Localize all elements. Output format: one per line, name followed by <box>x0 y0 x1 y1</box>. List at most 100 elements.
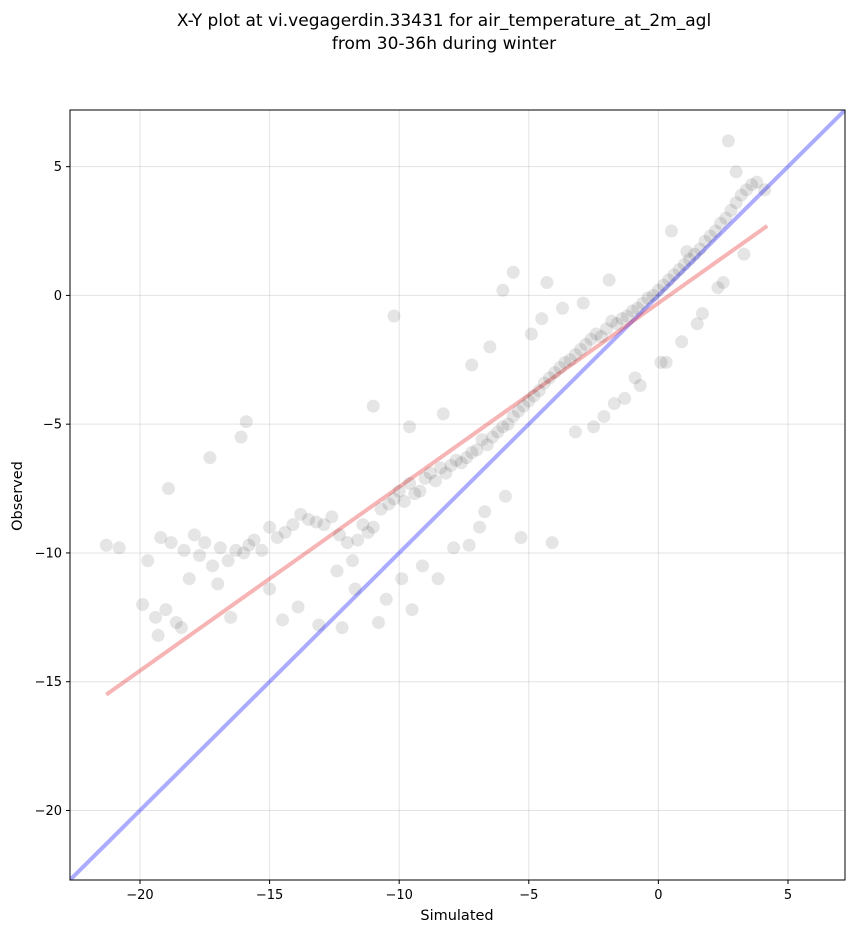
scatter-point <box>356 518 370 532</box>
scatter-point <box>607 397 621 411</box>
scatter-point <box>340 536 354 550</box>
scatter-point <box>483 340 497 354</box>
scatter-point <box>263 520 277 534</box>
scatter-point <box>213 541 227 555</box>
identity-line <box>70 110 845 880</box>
scatter-point <box>506 265 520 279</box>
y-tick-label: −15 <box>35 675 62 690</box>
scatter-point <box>543 371 557 385</box>
scatter-points <box>99 134 772 642</box>
scatter-point <box>286 518 300 532</box>
scatter-point <box>737 247 751 261</box>
scatter-point <box>641 291 655 305</box>
scatter-point <box>309 515 323 529</box>
scatter-point <box>382 497 396 511</box>
scatter-point <box>602 273 616 287</box>
scatter-point <box>203 451 217 465</box>
scatter-point <box>473 520 487 534</box>
scatter-point <box>221 554 235 568</box>
scatter-point <box>403 420 417 434</box>
scatter-point <box>224 610 238 624</box>
scatter-point <box>719 211 733 225</box>
reference-lines <box>70 110 845 880</box>
scatter-point <box>136 597 150 611</box>
scatter-point <box>278 525 292 539</box>
scatter-point <box>568 348 582 362</box>
scatter-point <box>312 618 326 632</box>
scatter-point <box>193 549 207 563</box>
chart-subtitle: from 30-36h during winter <box>332 34 556 54</box>
scatter-point <box>631 301 645 315</box>
scatter-point <box>169 615 183 629</box>
scatter-point <box>206 559 220 573</box>
scatter-point <box>164 536 178 550</box>
scatter-point <box>672 263 686 277</box>
scatter-point <box>524 327 538 341</box>
scatter-point <box>584 332 598 346</box>
scatter-point <box>177 543 191 557</box>
scatter-point <box>395 572 409 586</box>
scatter-point <box>366 520 380 534</box>
scatter-point <box>291 600 305 614</box>
x-tick-label: 0 <box>654 888 662 903</box>
scatter-point <box>716 276 730 290</box>
scatter-point <box>366 399 380 413</box>
scatter-point <box>294 507 308 521</box>
scatter-point <box>568 425 582 439</box>
scatter-point <box>535 312 549 326</box>
scatter-point <box>239 415 253 429</box>
scatter-point <box>636 296 650 310</box>
scatter-point <box>677 258 691 272</box>
scatter-point <box>698 234 712 248</box>
tick-marks: −20 −15 −10 −5 0 5 −20 −15 −10 −5 0 5 <box>35 160 793 903</box>
scatter-point <box>695 306 709 320</box>
scatter-point <box>361 525 375 539</box>
scatter-point <box>501 417 515 431</box>
scatter-point <box>348 582 362 596</box>
plot-frame <box>69 109 846 881</box>
scatter-point <box>99 538 113 552</box>
scatter-point <box>454 456 468 470</box>
scatter-point <box>149 610 163 624</box>
scatter-point <box>688 247 702 261</box>
y-tick-label: −20 <box>35 804 62 819</box>
scatter-point <box>431 572 445 586</box>
scatter-point <box>527 389 541 403</box>
scatter-point <box>270 530 284 544</box>
scatter-point <box>553 361 567 375</box>
scatter-point <box>428 474 442 488</box>
scatter-point <box>620 309 634 323</box>
scatter-point <box>496 283 510 297</box>
scatter-point <box>460 451 474 465</box>
y-tick-label: 5 <box>54 160 62 175</box>
scatter-point <box>182 572 196 586</box>
scatter-point <box>664 224 678 238</box>
scatter-point <box>374 502 388 516</box>
x-tick-label: −10 <box>385 888 412 903</box>
scatter-point <box>351 533 365 547</box>
scatter-point <box>589 327 603 341</box>
scatter-point <box>470 443 484 457</box>
scatter-point <box>465 446 479 460</box>
scatter-point <box>618 391 632 405</box>
scatter-point <box>680 245 694 259</box>
scatter-point <box>498 489 512 503</box>
scatter-point <box>724 203 738 217</box>
scatter-point <box>475 433 489 447</box>
scatter-point <box>711 281 725 295</box>
scatter-point <box>449 453 463 467</box>
scatter-point <box>159 603 173 617</box>
scatter-point <box>610 317 624 331</box>
x-tick-label: −15 <box>256 888 283 903</box>
x-tick-label: −20 <box>126 888 153 903</box>
scatter-point <box>439 466 453 480</box>
scatter-point <box>247 533 261 547</box>
scatter-point <box>112 541 126 555</box>
scatter-point <box>462 538 476 552</box>
scatter-point <box>729 196 743 210</box>
scatter-point <box>646 288 660 302</box>
scatter-point <box>397 494 411 508</box>
scatter-point <box>187 528 201 542</box>
